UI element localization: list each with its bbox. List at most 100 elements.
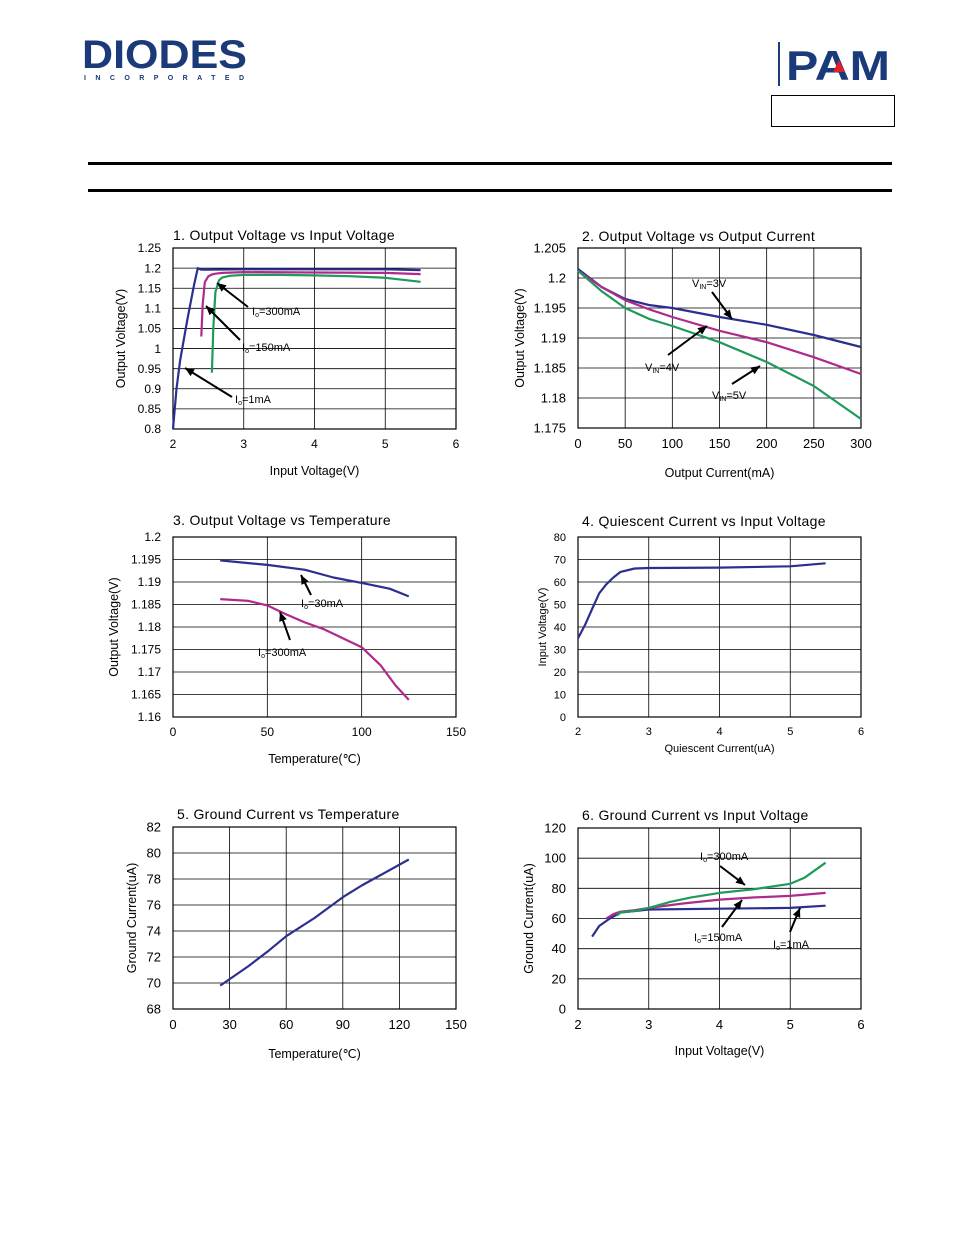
- y-tick-label: 1.15: [138, 281, 162, 295]
- y-tick-label: 1.195: [131, 553, 161, 567]
- y-tick-label: 40: [554, 622, 566, 634]
- svg-text:VIN=4V: VIN=4V: [645, 362, 680, 375]
- y-tick-label: 0: [559, 1002, 566, 1017]
- x-tick-label: 3: [646, 726, 652, 738]
- chart-title: 4. Quiescent Current vs Input Voltage: [582, 513, 826, 529]
- x-axis-label: Output Current(mA): [665, 466, 775, 480]
- chart-4: 4. Quiescent Current vs Input Voltage 2 3 4…: [537, 513, 864, 755]
- plot-frame: [577, 827, 862, 1010]
- x-tick-label: 150: [709, 436, 731, 451]
- svg-text:Io=30mA: Io=30mA: [301, 598, 344, 611]
- y-axis-label: Ground Current(uA): [522, 863, 536, 973]
- y-tick-label: 80: [552, 881, 566, 896]
- series-line: [219, 858, 410, 987]
- y-axis-label: Output Voltage(V): [114, 289, 128, 388]
- chart-title: 2. Output Voltage vs Output Current: [582, 228, 815, 244]
- y-tick-label: 1.19: [138, 575, 162, 589]
- x-tick-label: 150: [446, 725, 466, 739]
- series-line: [577, 269, 862, 376]
- x-tick-label: 100: [661, 436, 683, 451]
- chart-3: 3. Output Voltage vs Temperature 0 50 100 15…: [107, 512, 466, 766]
- chart-2: 2. Output Voltage vs Output Current 0 50 10…: [513, 228, 872, 480]
- y-tick-label: 30: [554, 644, 566, 656]
- svg-text:Io=150mA: Io=150mA: [694, 932, 743, 945]
- plot-frame: [172, 247, 457, 430]
- x-tick-label: 30: [222, 1017, 236, 1032]
- annotation: Io=300mA: [700, 851, 749, 886]
- x-axis-label: Temperature(℃): [268, 1047, 361, 1061]
- chart-5: 5. Ground Current vs Temperature 0 30 60 90 1…: [125, 806, 467, 1061]
- diodes-logo: DIODES INCORPORATED: [82, 36, 247, 82]
- x-tick-label: 50: [618, 436, 632, 451]
- y-tick-label: 78: [147, 872, 161, 887]
- annotation: Io=300mA: [258, 611, 307, 660]
- y-tick-label: 1.19: [541, 331, 566, 346]
- y-tick-label: 1.175: [131, 643, 161, 657]
- y-tick-label: 1.2: [548, 271, 566, 286]
- y-tick-label: 1.16: [138, 710, 162, 724]
- series-line: [577, 562, 826, 639]
- series-line: [171, 267, 421, 430]
- diodes-logo-text: DIODES: [82, 36, 247, 77]
- y-tick-label: 70: [147, 976, 161, 991]
- x-tick-label: 5: [787, 726, 793, 738]
- x-tick-label: 2: [170, 437, 177, 451]
- y-tick-label: 0.85: [138, 402, 162, 416]
- series-line: [220, 598, 410, 701]
- annotation: VIN=4V: [645, 325, 708, 375]
- y-tick-label: 1.185: [533, 361, 566, 376]
- y-tick-label: 0.9: [144, 382, 161, 396]
- y-tick-label: 72: [147, 950, 161, 965]
- x-tick-label: 4: [716, 726, 722, 738]
- x-tick-label: 3: [240, 437, 247, 451]
- header-rule-top: [88, 162, 892, 165]
- x-tick-label: 2: [574, 1017, 581, 1032]
- x-tick-label: 2: [575, 726, 581, 738]
- x-axis-label: Input Voltage(V): [270, 464, 360, 478]
- y-tick-label: 100: [544, 851, 566, 866]
- series-line: [616, 861, 827, 917]
- y-tick-label: 1.18: [138, 620, 162, 634]
- x-tick-label: 50: [261, 725, 275, 739]
- y-tick-label: 82: [147, 820, 161, 835]
- svg-text:VIN=3V: VIN=3V: [692, 278, 727, 291]
- y-tick-label: 60: [554, 577, 566, 589]
- y-tick-label: 10: [554, 689, 566, 701]
- y-tick-label: 1.2: [144, 261, 161, 275]
- annotation: VIN=3V: [692, 278, 733, 320]
- y-axis-label: Ground Current(uA): [125, 863, 139, 973]
- svg-text:VIN=5V: VIN=5V: [712, 390, 747, 403]
- y-axis-label: Output Voltage(V): [107, 577, 121, 676]
- y-tick-label: 1.17: [138, 665, 162, 679]
- x-tick-label: 6: [858, 726, 864, 738]
- annotation: Io=30mA: [300, 574, 344, 611]
- y-tick-label: 0: [560, 712, 566, 724]
- y-tick-label: 1.05: [138, 322, 162, 336]
- y-tick-label: 1.1: [144, 302, 161, 316]
- x-tick-label: 0: [574, 436, 581, 451]
- header-rule-bottom: [88, 189, 892, 192]
- svg-text:Io=150mA: Io=150mA: [242, 342, 291, 355]
- svg-text:Io=1mA: Io=1mA: [773, 939, 810, 952]
- x-tick-label: 250: [803, 436, 825, 451]
- chart-1: 1. Output Voltage vs Input Voltage 2 3 4 5 6 0…: [114, 227, 460, 478]
- y-tick-label: 120: [544, 821, 566, 836]
- pam-logo: PAM: [778, 42, 890, 88]
- plot-frame: [577, 247, 862, 429]
- series-line: [605, 891, 826, 920]
- plot-frame: [172, 826, 457, 1010]
- annotation: Io=300mA: [216, 282, 301, 319]
- y-tick-label: 1: [154, 342, 161, 356]
- annotation: Io=1mA: [773, 907, 810, 952]
- y-tick-label: 74: [147, 924, 161, 939]
- y-axis-label: Output Voltage(V): [513, 288, 527, 387]
- x-tick-label: 150: [445, 1017, 467, 1032]
- y-tick-label: 0.8: [144, 422, 161, 436]
- y-tick-label: 80: [554, 532, 566, 544]
- y-tick-label: 1.175: [533, 421, 566, 436]
- series-line: [220, 559, 410, 598]
- y-tick-label: 1.205: [533, 241, 566, 256]
- chart-title: 6. Ground Current vs Input Voltage: [582, 807, 809, 823]
- series-line: [210, 273, 421, 373]
- x-tick-label: 6: [857, 1017, 864, 1032]
